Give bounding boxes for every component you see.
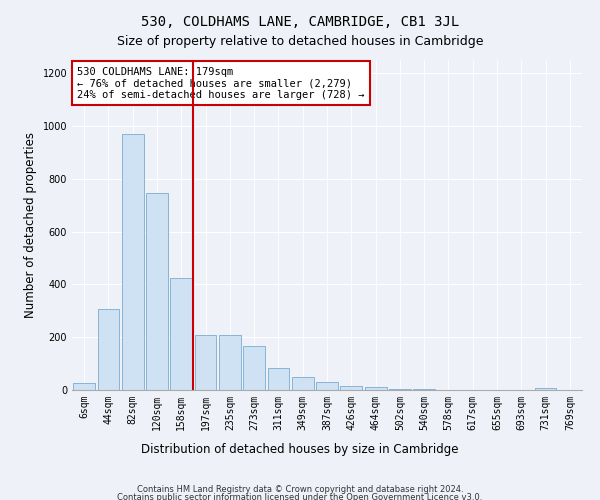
Bar	[219, 334, 241, 390]
Bar	[170, 278, 192, 390]
Text: Contains HM Land Registry data © Crown copyright and database right 2024.: Contains HM Land Registry data © Crown c…	[137, 485, 463, 494]
Bar	[73, 384, 95, 390]
Bar	[292, 377, 314, 390]
Bar	[146, 194, 168, 390]
Bar	[268, 368, 289, 390]
Bar	[413, 388, 435, 390]
Bar	[365, 388, 386, 390]
Text: 530, COLDHAMS LANE, CAMBRIDGE, CB1 3JL: 530, COLDHAMS LANE, CAMBRIDGE, CB1 3JL	[141, 15, 459, 29]
Bar	[194, 334, 217, 390]
Text: Size of property relative to detached houses in Cambridge: Size of property relative to detached ho…	[117, 35, 483, 48]
Text: 530 COLDHAMS LANE: 179sqm
← 76% of detached houses are smaller (2,279)
24% of se: 530 COLDHAMS LANE: 179sqm ← 76% of detac…	[77, 66, 365, 100]
Text: Contains public sector information licensed under the Open Government Licence v3: Contains public sector information licen…	[118, 492, 482, 500]
Text: Distribution of detached houses by size in Cambridge: Distribution of detached houses by size …	[141, 442, 459, 456]
Bar	[97, 310, 119, 390]
Bar	[122, 134, 143, 390]
Bar	[340, 386, 362, 390]
Bar	[535, 388, 556, 390]
Bar	[243, 346, 265, 390]
Bar	[316, 382, 338, 390]
Y-axis label: Number of detached properties: Number of detached properties	[24, 132, 37, 318]
Bar	[389, 388, 411, 390]
